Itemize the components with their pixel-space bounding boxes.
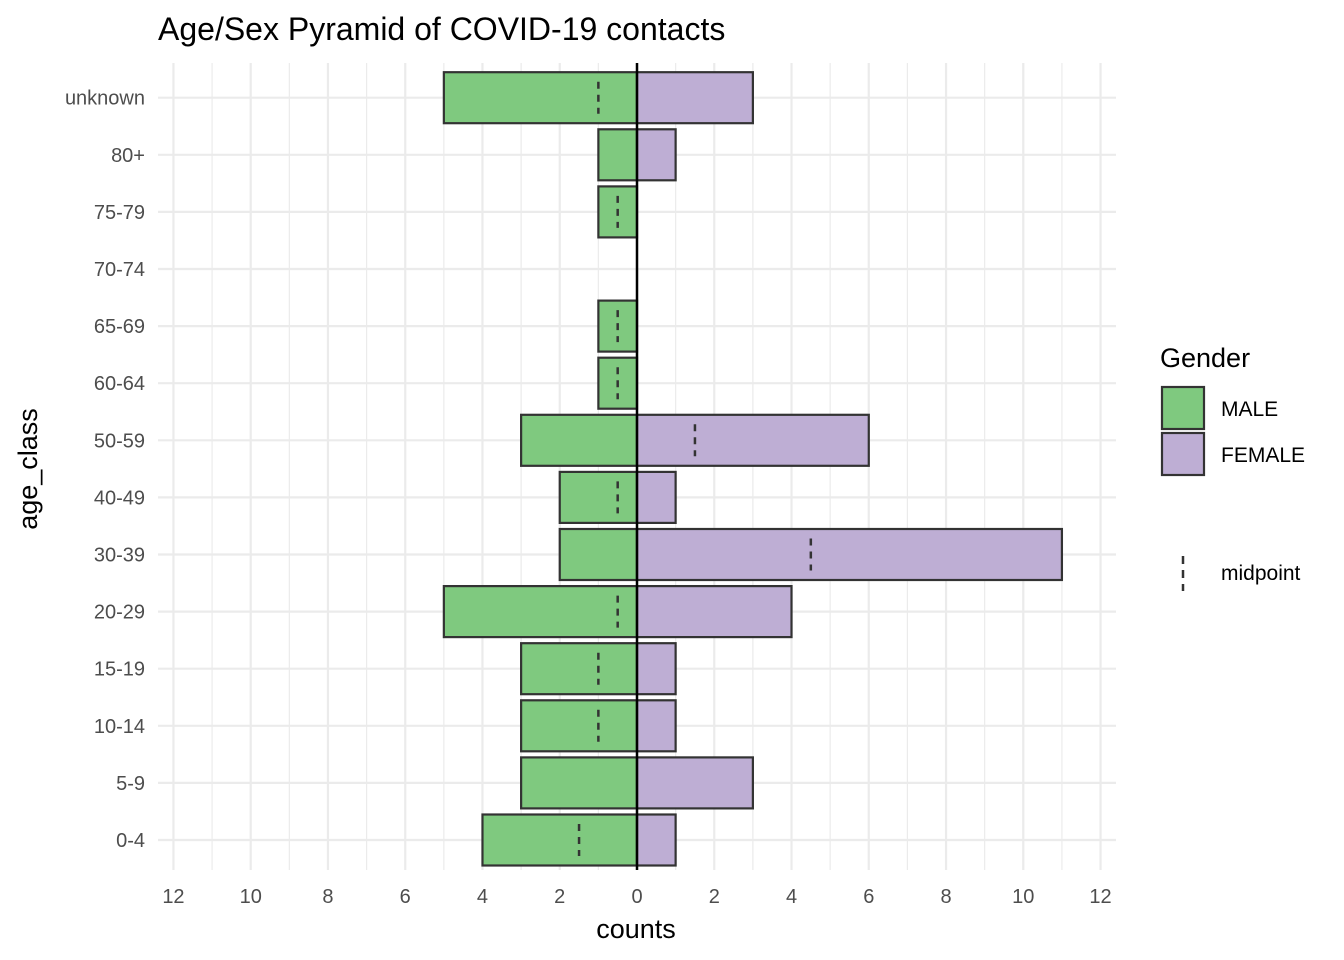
- legend: Gender MALE FEMALE midpoint: [1160, 343, 1305, 591]
- bar-male: [520, 756, 639, 810]
- legend-label-male: MALE: [1221, 398, 1278, 421]
- bar-male: [520, 699, 639, 753]
- y-tick-label: 5-9: [116, 773, 145, 795]
- y-tick-label: 60-64: [94, 373, 145, 395]
- y-tick-label: 40-49: [94, 487, 145, 509]
- bar-female: [635, 756, 754, 810]
- x-tick-label: 2: [709, 886, 720, 908]
- bar-male: [520, 413, 639, 467]
- bars: [442, 71, 1064, 867]
- legend-midpoint: midpoint: [1181, 556, 1301, 591]
- legend-swatch-male: [1160, 385, 1206, 431]
- legend-label-female: FEMALE: [1221, 444, 1305, 467]
- legend-midpoint-label: midpoint: [1221, 562, 1301, 585]
- x-tick-label: 8: [940, 886, 951, 908]
- x-tick-label: 4: [477, 886, 488, 908]
- y-tick-label: unknown: [65, 88, 145, 110]
- y-tick-label: 70-74: [94, 259, 145, 281]
- bar-female: [635, 128, 677, 182]
- x-tick-labels: 12 10 8 6 4 2 0 2 4 6 8 10 12: [162, 886, 1111, 908]
- x-tick-label: 2: [554, 886, 565, 908]
- bar-female: [635, 699, 677, 753]
- x-tick-label: 10: [240, 886, 262, 908]
- bar-female: [635, 413, 870, 467]
- bar-male: [558, 527, 639, 582]
- y-tick-label: 0-4: [116, 830, 145, 852]
- y-tick-label: 15-19: [94, 659, 145, 681]
- legend-title: Gender: [1160, 343, 1250, 373]
- bar-male: [442, 71, 639, 125]
- bar-female: [635, 584, 793, 639]
- x-tick-label: 6: [400, 886, 411, 908]
- x-tick-label: 0: [631, 886, 642, 908]
- bar-female: [635, 527, 1064, 582]
- bar-male: [597, 128, 639, 182]
- bar-male: [520, 642, 639, 696]
- legend-swatch-female: [1160, 431, 1206, 477]
- y-tick-label: 65-69: [94, 316, 145, 338]
- midpoints: [577, 81, 813, 856]
- chart-title: Age/Sex Pyramid of COVID-19 contacts: [158, 11, 725, 47]
- y-tick-label: 10-14: [94, 716, 145, 738]
- bar-male: [558, 470, 639, 524]
- x-tick-label: 10: [1012, 886, 1034, 908]
- x-tick-label: 4: [786, 886, 797, 908]
- bar-female: [635, 470, 677, 524]
- x-axis-title: counts: [596, 914, 676, 944]
- y-tick-labels: 0-4 5-9 10-14 15-19 20-29 30-39 40-49 50-59 60-6…: [65, 88, 145, 852]
- x-tick-label: 12: [1089, 886, 1111, 908]
- bar-male: [481, 813, 639, 867]
- y-tick-label: 75-79: [94, 202, 145, 224]
- x-tick-label: 8: [322, 886, 333, 908]
- bar-female: [635, 642, 677, 696]
- x-tick-label: 12: [162, 886, 184, 908]
- bar-female: [635, 813, 677, 867]
- bar-male: [442, 584, 639, 639]
- x-tick-label: 6: [863, 886, 874, 908]
- y-tick-label: 80+: [111, 145, 145, 167]
- legend-items: MALE FEMALE: [1160, 385, 1305, 477]
- y-tick-label: 30-39: [94, 545, 145, 567]
- y-tick-label: 20-29: [94, 602, 145, 624]
- bar-female: [635, 71, 754, 125]
- y-axis-title: age_class: [13, 408, 43, 530]
- y-tick-label: 50-59: [94, 430, 145, 452]
